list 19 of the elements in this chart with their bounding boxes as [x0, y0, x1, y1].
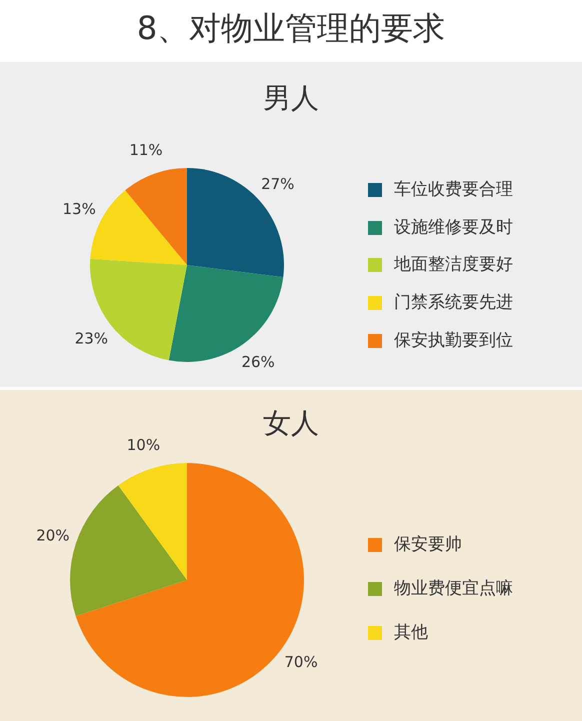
data-label: 13% — [62, 200, 96, 218]
data-label: 20% — [36, 526, 70, 545]
data-label: 26% — [241, 352, 275, 371]
data-label: 10% — [126, 436, 160, 454]
data-label: 23% — [74, 329, 108, 348]
legend-label: 门禁系统要先进 — [394, 292, 513, 313]
data-label: 11% — [129, 141, 163, 160]
legend-label: 保安执勤要到位 — [394, 330, 513, 351]
legend-label: 其他 — [394, 622, 428, 643]
legend-label: 物业费便宜点嘛 — [394, 578, 513, 599]
data-label: 27% — [261, 175, 294, 194]
legend-label: 车位收费要合理 — [394, 180, 513, 200]
legend-label: 地面整洁度要好 — [393, 254, 513, 275]
chart-title: 女人 — [263, 406, 319, 440]
chart-subtitle: 男人 — [263, 82, 319, 115]
legend-label: 保安要帅 — [394, 534, 462, 555]
legend-label: 设施维修要及时 — [394, 218, 513, 238]
chart-title: 8、对物业管理的要求 — [136, 8, 446, 47]
data-label: 70% — [284, 652, 318, 671]
